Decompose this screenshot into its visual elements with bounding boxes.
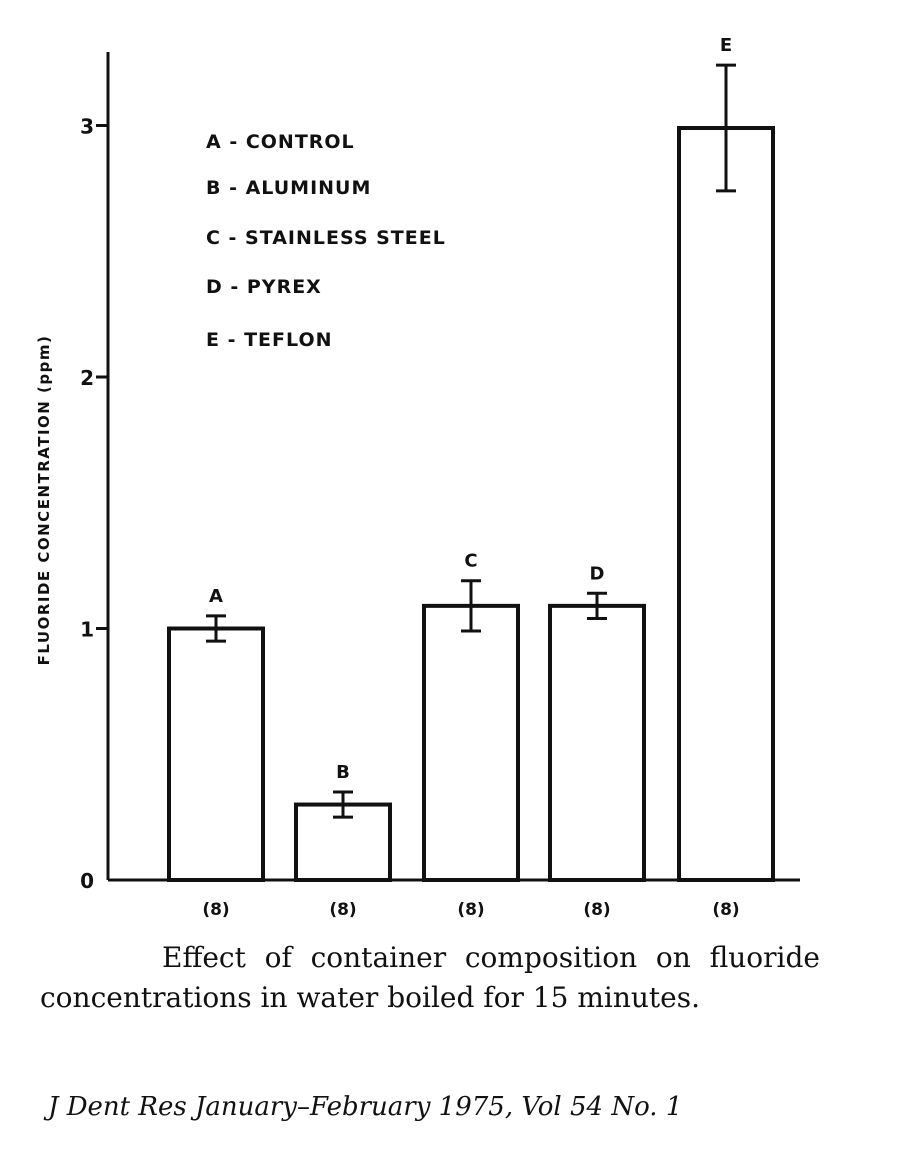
bar-letter-label: B: [336, 762, 350, 783]
sample-size-label: (8): [202, 900, 229, 920]
sample-size-label: (8): [712, 900, 739, 920]
legend-entry: D - PYREX: [206, 276, 322, 298]
y-tick-label: 2: [80, 366, 94, 390]
y-tick-label: 0: [80, 869, 94, 893]
bar-letter-label: C: [464, 551, 477, 572]
journal-citation: J Dent Res January–February 1975, Vol 54…: [48, 1092, 683, 1122]
bar-letter-label: A: [209, 586, 223, 607]
y-tick-label: 1: [80, 618, 94, 642]
bar-chart: 0 1 2 3 A (8) B (8) C (8) D (8) E (8) A - CONTROL B - A…: [80, 35, 800, 920]
sample-size-label: (8): [583, 900, 610, 920]
legend-entry: A - CONTROL: [206, 131, 355, 153]
legend-entry: E - TEFLON: [206, 329, 333, 351]
bar: [548, 603, 646, 882]
y-tick-label: 3: [80, 115, 94, 139]
bar-letter-label: E: [720, 35, 732, 56]
y-axis-title: FLUORIDE CONCENTRATION (ppm): [35, 334, 53, 666]
legend-entry: C - STAINLESS STEEL: [206, 227, 446, 249]
bar: [422, 603, 520, 882]
bar: [167, 626, 265, 882]
sample-size-label: (8): [329, 900, 356, 920]
bar: [677, 126, 775, 882]
figure-caption: Effect of container composition on fluor…: [40, 941, 820, 1014]
bar-letter-label: D: [590, 563, 605, 584]
legend-entry: B - ALUMINUM: [206, 177, 371, 199]
sample-size-label: (8): [457, 900, 484, 920]
